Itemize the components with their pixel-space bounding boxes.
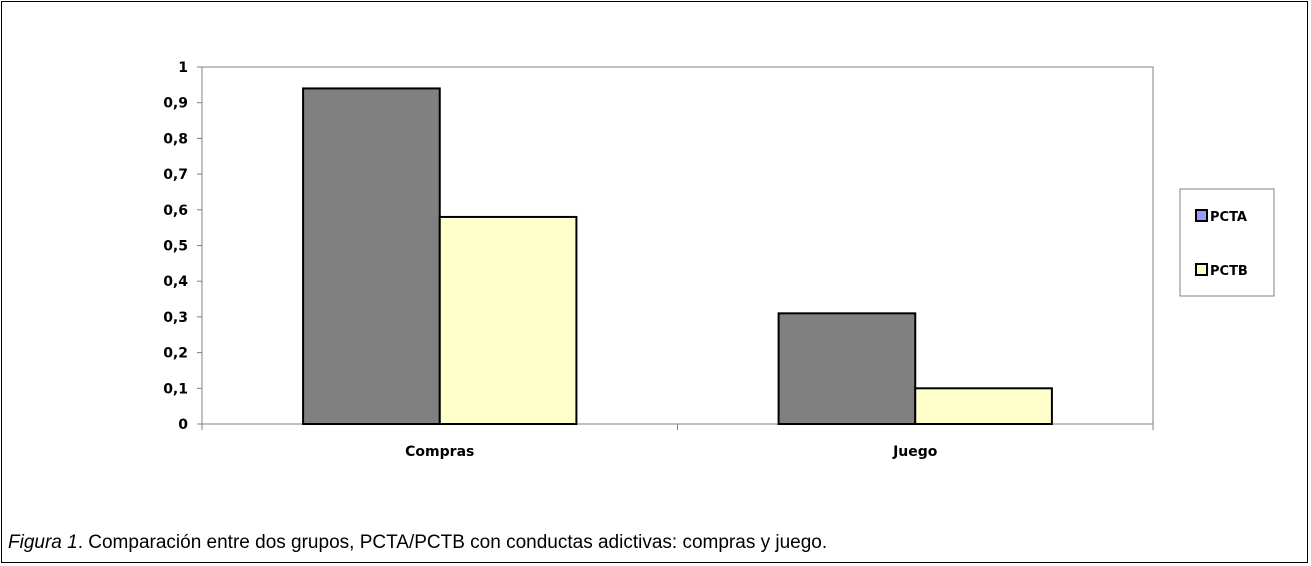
bar-chart: 0 0,1 0,2 0,3 0,4 0,5 0,6 0,7 0,8 0,9 1 Compras Jue… xyxy=(163,60,1275,460)
legend-label-pctb: PCTB xyxy=(1210,264,1248,279)
caption-text: . Comparación entre dos grupos, PCTA/PCT… xyxy=(77,532,828,553)
bars xyxy=(302,87,1053,425)
y-tick-label: 0,8 xyxy=(163,131,188,147)
x-category-label: Compras xyxy=(405,444,474,460)
x-category-label: Juego xyxy=(892,444,938,460)
y-tick-label: 0,6 xyxy=(163,203,188,219)
legend-label-pcta: PCTA xyxy=(1210,210,1247,225)
x-axis: Compras Juego xyxy=(201,423,1154,460)
legend-swatch-pcta xyxy=(1195,209,1208,222)
bar-pctb-juego xyxy=(914,387,1053,425)
y-tick-label: 0,7 xyxy=(163,167,188,183)
y-tick-label: 0,9 xyxy=(163,96,188,112)
legend-swatch-pctb xyxy=(1195,263,1208,276)
y-tick-label: 0,5 xyxy=(163,239,188,255)
y-tick-label: 0 xyxy=(178,417,188,433)
figure-caption: Figura 1. Comparación entre dos grupos, … xyxy=(8,532,827,554)
figure-label: Figura 1 xyxy=(8,532,78,553)
bar-pcta-juego xyxy=(777,312,917,425)
y-tick-label: 0,2 xyxy=(163,346,188,362)
y-axis: 0 0,1 0,2 0,3 0,4 0,5 0,6 0,7 0,8 0,9 1 xyxy=(163,60,203,433)
y-tick-label: 0,1 xyxy=(163,381,188,397)
legend: PCTA PCTB xyxy=(1179,188,1275,297)
bar-pctb-compras xyxy=(438,215,578,425)
y-tick-label: 0,4 xyxy=(163,274,188,290)
legend-box xyxy=(1179,188,1275,297)
y-tick-label: 1 xyxy=(178,60,188,76)
y-tick-label: 0,3 xyxy=(163,310,188,326)
bar-pcta-compras xyxy=(302,87,441,425)
